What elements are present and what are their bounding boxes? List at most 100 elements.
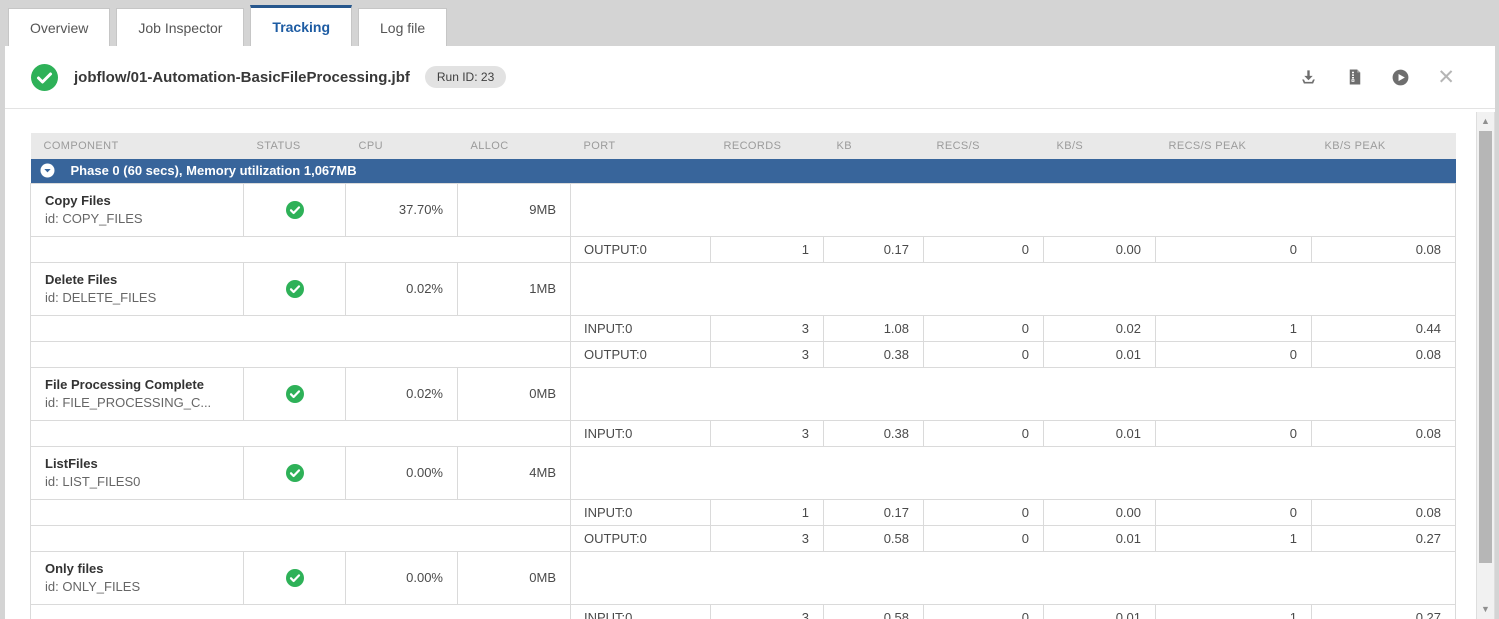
port-cell: INPUT:0: [570, 419, 711, 447]
table-row-component[interactable]: Delete Files id: DELETE_FILES 0.02% 1MB: [30, 261, 1456, 316]
component-row-filler: [570, 550, 1456, 605]
cpu-cell: 37.70%: [345, 182, 458, 237]
component-row-filler: [570, 445, 1456, 500]
col-header-cpu: CPU: [345, 133, 458, 159]
table-row-component[interactable]: Copy Files id: COPY_FILES 37.70% 9MB: [30, 182, 1456, 237]
zip-file-icon[interactable]: [1345, 68, 1364, 87]
records-cell: 3: [710, 524, 824, 552]
table-row-port[interactable]: INPUT:0 3 0.38 0 0.01 0 0.08: [30, 419, 1456, 447]
component-name: Copy Files: [45, 193, 111, 208]
download-icon[interactable]: [1299, 68, 1318, 87]
job-title-bar: jobflow/01-Automation-BasicFileProcessin…: [5, 46, 1495, 109]
success-check-circle-icon: [31, 63, 58, 91]
col-header-status: STATUS: [243, 133, 346, 159]
table-row-port[interactable]: OUTPUT:0 3 0.58 0 0.01 1 0.27: [30, 524, 1456, 552]
cpu-cell: 0.00%: [345, 445, 458, 500]
records-cell: 3: [710, 603, 824, 619]
cpu-cell: 0.02%: [345, 261, 458, 316]
table-row-port[interactable]: INPUT:0 1 0.17 0 0.00 0 0.08: [30, 498, 1456, 526]
tab-job-inspector[interactable]: Job Inspector: [116, 8, 245, 46]
records-cell: 3: [710, 419, 824, 447]
component-name: Delete Files: [45, 272, 118, 287]
recs-s-peak-cell: 1: [1155, 314, 1312, 342]
kb-cell: 0.17: [823, 498, 924, 526]
component-cell: Delete Files id: DELETE_FILES: [30, 261, 244, 316]
component-id: id: DELETE_FILES: [45, 290, 157, 305]
kb-s-cell: 0.02: [1043, 314, 1156, 342]
alloc-cell: 0MB: [457, 550, 571, 605]
kb-cell: 0.58: [823, 603, 924, 619]
kb-cell: 0.38: [823, 419, 924, 447]
component-cell: ListFiles id: LIST_FILES0: [30, 445, 244, 500]
success-status-icon: [285, 384, 304, 403]
phase-header-row: Phase 0 (60 secs), Memory utilization 1,…: [30, 159, 1456, 183]
col-header-alloc: ALLOC: [457, 133, 571, 159]
port-cell: INPUT:0: [570, 314, 711, 342]
table-header-row: COMPONENT STATUS CPU ALLOC PORT RECORDS …: [30, 133, 1456, 159]
success-status-icon: [285, 463, 304, 482]
kb-s-peak-cell: 0.44: [1311, 314, 1456, 342]
recs-s-cell: 0: [923, 235, 1044, 263]
col-header-kb-s: KB/S: [1043, 133, 1156, 159]
close-icon[interactable]: ✕: [1437, 65, 1455, 89]
table-row-port[interactable]: INPUT:0 3 1.08 0 0.02 1 0.44: [30, 314, 1456, 342]
component-id: id: COPY_FILES: [45, 211, 143, 226]
collapse-phase-icon[interactable]: [40, 163, 55, 178]
component-cell: Copy Files id: COPY_FILES: [30, 182, 244, 237]
status-cell: [243, 445, 346, 500]
table-row-port[interactable]: OUTPUT:0 1 0.17 0 0.00 0 0.08: [30, 235, 1456, 263]
records-cell: 3: [710, 340, 824, 368]
col-header-recs-s-peak: RECS/S PEAK: [1155, 133, 1312, 159]
alloc-cell: 0MB: [457, 366, 571, 421]
run-icon[interactable]: [1391, 68, 1410, 87]
component-name: Only files: [45, 561, 104, 576]
status-cell: [243, 550, 346, 605]
col-header-kb-s-peak: KB/S PEAK: [1311, 133, 1456, 159]
cpu-cell: 0.00%: [345, 550, 458, 605]
table-row-component[interactable]: File Processing Complete id: FILE_PROCES…: [30, 366, 1456, 421]
alloc-cell: 1MB: [457, 261, 571, 316]
port-row-lead: [30, 524, 571, 552]
recs-s-peak-cell: 1: [1155, 603, 1312, 619]
tab-tracking[interactable]: Tracking: [250, 5, 353, 46]
col-header-port: PORT: [570, 133, 711, 159]
scrollbar-down-arrow-icon[interactable]: ▼: [1481, 604, 1490, 614]
scrollbar-thumb[interactable]: [1479, 131, 1492, 563]
recs-s-peak-cell: 1: [1155, 524, 1312, 552]
component-cell: File Processing Complete id: FILE_PROCES…: [30, 366, 244, 421]
recs-s-cell: 0: [923, 524, 1044, 552]
table-row-port[interactable]: OUTPUT:0 3 0.38 0 0.01 0 0.08: [30, 340, 1456, 368]
scrollbar-up-arrow-icon[interactable]: ▲: [1481, 116, 1490, 126]
table-row-component[interactable]: Only files id: ONLY_FILES 0.00% 0MB: [30, 550, 1456, 605]
kb-s-cell: 0.00: [1043, 498, 1156, 526]
kb-s-cell: 0.00: [1043, 235, 1156, 263]
kb-s-peak-cell: 0.27: [1311, 603, 1456, 619]
component-row-filler: [570, 182, 1456, 237]
recs-s-cell: 0: [923, 419, 1044, 447]
recs-s-cell: 0: [923, 314, 1044, 342]
tab-overview[interactable]: Overview: [8, 8, 111, 46]
recs-s-peak-cell: 0: [1155, 498, 1312, 526]
status-cell: [243, 182, 346, 237]
col-header-kb: KB: [823, 133, 924, 159]
alloc-cell: 9MB: [457, 182, 571, 237]
alloc-cell: 4MB: [457, 445, 571, 500]
port-row-lead: [30, 340, 571, 368]
kb-s-peak-cell: 0.08: [1311, 498, 1456, 526]
component-id: id: FILE_PROCESSING_C...: [45, 395, 212, 410]
port-row-lead: [30, 419, 571, 447]
recs-s-peak-cell: 0: [1155, 340, 1312, 368]
tab-log-file[interactable]: Log file: [358, 8, 448, 46]
status-cell: [243, 366, 346, 421]
port-cell: OUTPUT:0: [570, 340, 711, 368]
table-row-component[interactable]: ListFiles id: LIST_FILES0 0.00% 4MB: [30, 445, 1456, 500]
col-header-records: RECORDS: [710, 133, 824, 159]
port-row-lead: [30, 498, 571, 526]
recs-s-peak-cell: 0: [1155, 419, 1312, 447]
component-id: id: LIST_FILES0: [45, 474, 141, 489]
success-status-icon: [285, 568, 304, 587]
job-title: jobflow/01-Automation-BasicFileProcessin…: [74, 68, 410, 86]
table-row-port[interactable]: INPUT:0 3 0.58 0 0.01 1 0.27: [30, 603, 1456, 619]
vertical-scrollbar[interactable]: ▲ ▼: [1476, 112, 1495, 619]
